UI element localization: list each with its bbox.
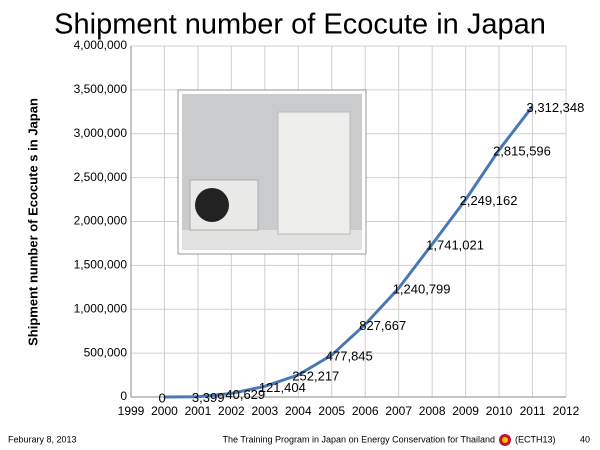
data-line xyxy=(164,105,534,399)
x-tick-label: 2006 xyxy=(352,404,379,418)
x-tick-label: 2010 xyxy=(486,404,513,418)
data-label: 1,741,021 xyxy=(426,238,484,253)
data-label: 2,815,596 xyxy=(493,143,551,158)
y-tick-label: 3,500,000 xyxy=(74,82,128,96)
y-tick-label: 2,500,000 xyxy=(74,170,128,184)
y-tick-label: 1,000,000 xyxy=(74,301,128,315)
x-tick-label: 2004 xyxy=(285,404,312,418)
y-tick-label: 500,000 xyxy=(84,345,128,359)
data-label: 827,667 xyxy=(359,318,406,333)
data-label: 121,404 xyxy=(259,380,306,395)
y-tick-label: 2,000,000 xyxy=(74,214,128,228)
data-label: 3,399 xyxy=(192,390,225,405)
data-label: 1,240,799 xyxy=(393,282,451,297)
x-tick-label: 2009 xyxy=(452,404,479,418)
x-tick-label: 2012 xyxy=(553,404,580,418)
logo-center xyxy=(502,437,508,443)
x-tick-label: 2008 xyxy=(419,404,446,418)
x-tick-label: 2002 xyxy=(218,404,245,418)
footer-program: The Training Program in Japan on Energy … xyxy=(223,434,496,444)
x-tick-label: 2003 xyxy=(251,404,278,418)
y-tick-label: 0 xyxy=(120,389,127,403)
chart-title: Shipment number of Ecocute in Japan xyxy=(54,9,546,41)
y-axis-label: Shipment number of Ecocute s in Japan xyxy=(25,98,40,346)
data-label: 0 xyxy=(158,390,165,405)
data-label: 2,249,162 xyxy=(460,193,518,208)
footer-code: (ECTH13) xyxy=(515,434,556,444)
x-tick-label: 2005 xyxy=(318,404,345,418)
data-label: 3,312,348 xyxy=(527,100,585,115)
data-label: 40,629 xyxy=(225,387,265,402)
x-tick-label: 2001 xyxy=(185,404,212,418)
y-tick-label: 4,000,000 xyxy=(74,38,128,52)
data-label: 252,217 xyxy=(292,368,339,383)
photo xyxy=(177,89,367,255)
data-label: 477,845 xyxy=(326,349,373,364)
y-tick-label: 3,000,000 xyxy=(74,126,128,140)
x-tick-label: 2000 xyxy=(151,404,178,418)
footer-date: Feburary 8, 2013 xyxy=(8,434,77,444)
x-tick-label: 2007 xyxy=(385,404,412,418)
x-tick-label: 1999 xyxy=(118,404,145,418)
x-tick-label: 2011 xyxy=(520,404,546,418)
y-tick-label: 1,500,000 xyxy=(74,258,128,272)
page-number: 40 xyxy=(580,434,590,444)
